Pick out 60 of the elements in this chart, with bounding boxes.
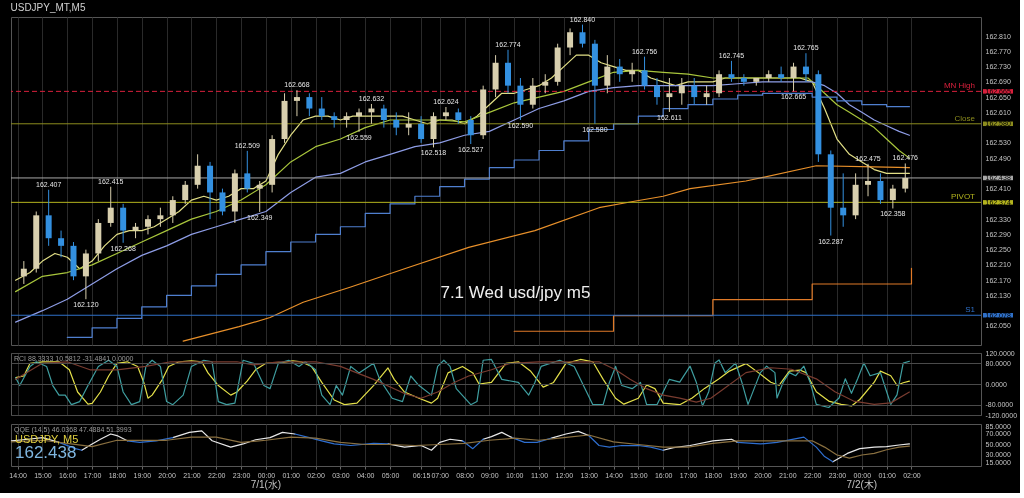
candlestick <box>529 77 536 110</box>
candlestick <box>579 24 586 49</box>
candlestick <box>889 184 896 209</box>
candlestick <box>219 188 226 216</box>
candlestick <box>82 249 89 300</box>
candlestick <box>380 104 387 129</box>
candlestick <box>169 195 176 224</box>
candlestick <box>716 69 723 98</box>
candlestick <box>802 52 809 83</box>
candlestick <box>703 85 710 106</box>
candlestick <box>405 111 412 136</box>
text: 7/1(水) <box>250 479 282 490</box>
candlestick <box>467 115 474 145</box>
candlestick <box>182 180 189 205</box>
candlestick <box>542 73 549 94</box>
candlestick <box>604 54 611 94</box>
candlestick <box>902 162 909 193</box>
candlestick <box>728 60 735 83</box>
annotation: 162.438 <box>15 443 77 462</box>
ref-line-label: S1 <box>965 305 976 315</box>
candlestick <box>653 77 660 106</box>
candlestick <box>45 189 52 247</box>
candlestick <box>666 77 673 113</box>
ref-line-label: PIVOT <box>950 192 976 202</box>
candlestick <box>244 150 251 193</box>
candlestick <box>778 66 785 83</box>
candlestick <box>740 73 747 87</box>
candlestick <box>293 89 300 117</box>
candlestick <box>418 115 425 144</box>
candlestick <box>678 77 685 106</box>
chart-title: USDJPY_MT,M5 <box>10 1 86 13</box>
candlestick <box>567 27 574 56</box>
candlestick <box>877 172 884 205</box>
candlestick <box>256 180 263 213</box>
candlestick <box>107 186 114 228</box>
candlestick <box>318 96 325 121</box>
ref-line-label: MN High <box>943 81 975 91</box>
candlestick <box>393 111 400 136</box>
candlestick <box>517 77 524 121</box>
ref-line-label: Close <box>954 113 976 123</box>
candlestick <box>641 56 648 90</box>
candlestick <box>629 62 636 83</box>
candlestick <box>144 214 151 235</box>
candlestick <box>840 172 847 228</box>
candlestick <box>306 92 313 117</box>
candlestick <box>616 58 623 83</box>
annotation: 7.1 Wed usd/jpy m5 <box>440 282 591 302</box>
candlestick <box>157 207 164 228</box>
candlestick <box>865 163 872 197</box>
text: 7/2(木) <box>846 479 878 490</box>
candlestick <box>20 260 27 285</box>
candlestick <box>691 77 698 106</box>
candlestick <box>442 106 449 121</box>
candlestick <box>356 108 363 133</box>
candlestick <box>790 62 797 92</box>
candlestick <box>505 49 511 94</box>
candlestick <box>194 153 201 190</box>
candlestick <box>58 230 65 258</box>
candlestick <box>120 203 127 244</box>
candlestick <box>430 111 437 148</box>
